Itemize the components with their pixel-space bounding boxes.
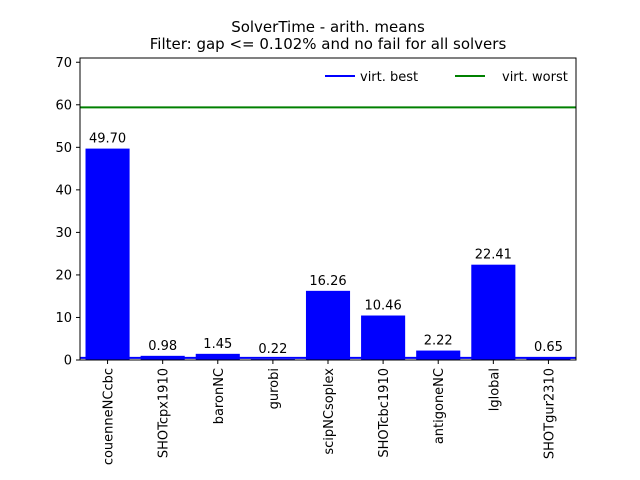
- data-label-gurobi: 0.22: [258, 342, 287, 357]
- x-tick-label-SHOTcpx1910: SHOTcpx1910: [157, 368, 172, 458]
- legend-label-1: virt. worst: [502, 70, 568, 85]
- y-tick-label: 70: [55, 56, 72, 71]
- x-tick-label-SHOTcbc1910: SHOTcbc1910: [377, 368, 392, 458]
- data-label-lglobal: 22.41: [475, 248, 512, 263]
- y-tick-label: 60: [55, 98, 72, 113]
- chart-title: SolverTime - arith. means: [231, 18, 425, 36]
- x-tick-label-gurobi: gurobi: [267, 368, 282, 409]
- plot-area: 49.70 couenneNCcbc 0.98 SHOTcpx1910 1.45 baro…: [55, 56, 577, 465]
- data-label-couenneNCcbc: 49.70: [89, 132, 126, 147]
- y-tick-label: 10: [55, 311, 72, 326]
- legend-label-0: virt. best: [360, 70, 418, 85]
- y-tick-label: 20: [55, 268, 72, 283]
- y-tick-label: 0: [64, 354, 72, 369]
- x-tick-label-antigoneNC: antigoneNC: [432, 368, 447, 444]
- data-label-antigoneNC: 2.22: [424, 334, 453, 349]
- y-tick-label: 40: [55, 183, 72, 198]
- data-label-SHOTgur2310: 0.65: [534, 340, 563, 355]
- bar-antigoneNC: [416, 350, 461, 360]
- data-label-SHOTcpx1910: 0.98: [148, 339, 177, 354]
- axes-frame: [79, 57, 577, 361]
- bar-couenneNCcbc: [85, 148, 130, 360]
- x-tick-label-SHOTgur2310: SHOTgur2310: [542, 368, 557, 459]
- legend: virt. best virt. worst: [325, 70, 568, 85]
- bar-scipNCsoplex: [305, 290, 351, 360]
- data-label-SHOTcbc1910: 10.46: [365, 299, 402, 314]
- data-label-scipNCsoplex: 16.26: [309, 274, 346, 289]
- x-tick-label-lglobal: lglobal: [487, 368, 502, 411]
- y-tick-label: 30: [55, 226, 72, 241]
- x-tick-label-couenneNCcbc: couenneNCcbc: [102, 368, 117, 465]
- y-tick-label: 50: [55, 141, 72, 156]
- chart-subtitle: Filter: gap <= 0.102% and no fail for al…: [150, 35, 507, 53]
- x-tick-label-baronNC: baronNC: [212, 368, 227, 424]
- x-tick-label-scipNCsoplex: scipNCsoplex: [322, 368, 337, 455]
- bar-SHOTcbc1910: [361, 315, 406, 360]
- data-label-baronNC: 1.45: [203, 337, 232, 352]
- bar-lglobal: [471, 264, 516, 360]
